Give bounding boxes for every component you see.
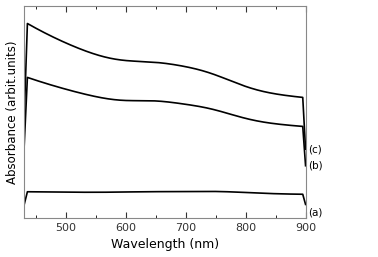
Text: (b): (b) [308,161,323,171]
Text: (c): (c) [308,144,322,154]
Y-axis label: Absorbance (arbit.units): Absorbance (arbit.units) [6,40,19,183]
Text: (a): (a) [308,208,323,217]
X-axis label: Wavelength (nm): Wavelength (nm) [111,238,219,251]
